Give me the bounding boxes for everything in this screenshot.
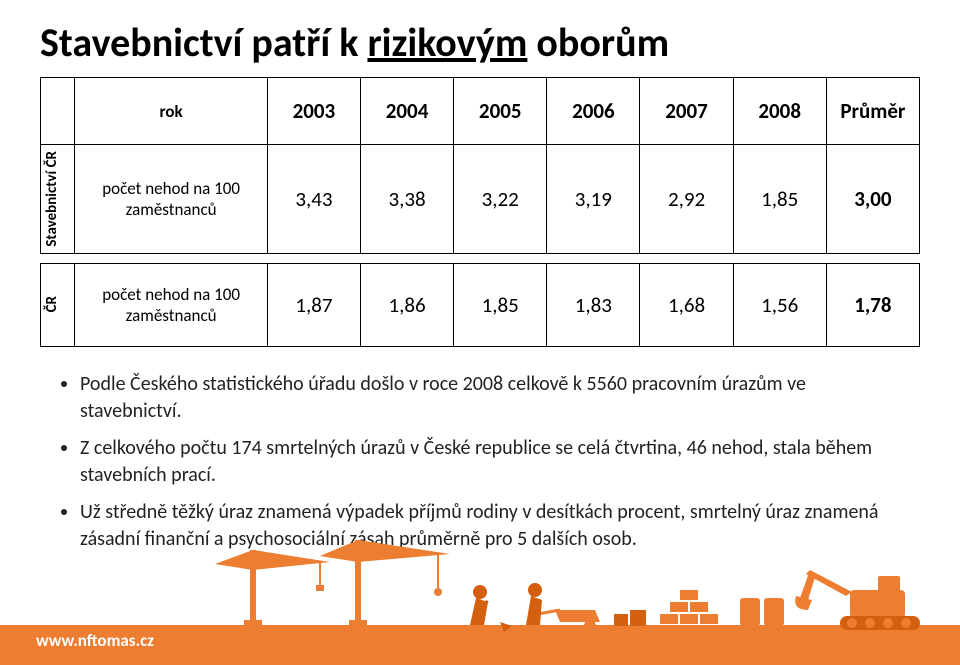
footer-illustration: www.nftomas.cz — [0, 540, 960, 665]
row0-v0: 3,43 — [267, 145, 360, 254]
header-year-5: 2008 — [733, 78, 826, 145]
title-part-c: oborům — [527, 18, 669, 67]
row1-v2: 1,85 — [454, 263, 547, 346]
row1-avg: 1,78 — [826, 263, 919, 346]
table-gap-row — [41, 253, 920, 263]
bullet-list: Podle Českého statistického úřadu došlo … — [80, 371, 900, 553]
row0-sidelabel: Stavebnictví ČR — [41, 145, 75, 254]
accident-table: rok 2003 2004 2005 2006 2007 2008 Průměr… — [40, 77, 920, 347]
row1-sidelabel: ČR — [41, 263, 75, 346]
page-title: Stavebnictví patří k rizikovým oborům — [0, 0, 960, 77]
header-year-label: rok — [75, 78, 267, 145]
row1-label: počet nehod na 100 zaměstnanců — [75, 263, 267, 346]
header-year-3: 2006 — [547, 78, 640, 145]
row0-sidelabel-text: Stavebnictví ČR — [41, 145, 63, 253]
table-row: ČR počet nehod na 100 zaměstnanců 1,87 1… — [41, 263, 920, 346]
header-empty-1 — [41, 78, 75, 145]
row0-v2: 3,22 — [454, 145, 547, 254]
header-year-2: 2005 — [454, 78, 547, 145]
row0-v1: 3,38 — [360, 145, 453, 254]
bullet-item: Podle Českého statistického úřadu došlo … — [80, 371, 900, 425]
row0-v4: 2,92 — [640, 145, 733, 254]
row1-v4: 1,68 — [640, 263, 733, 346]
row1-v5: 1,56 — [733, 263, 826, 346]
footer-url: www.nftomas.cz — [36, 630, 154, 651]
header-year-4: 2007 — [640, 78, 733, 145]
row0-v3: 3,19 — [547, 145, 640, 254]
header-year-0: 2003 — [267, 78, 360, 145]
table-header-row: rok 2003 2004 2005 2006 2007 2008 Průměr — [41, 78, 920, 145]
title-part-b: rizikovým — [367, 18, 527, 67]
bullet-item: Z celkového počtu 174 smrtelných úrazů v… — [80, 435, 900, 489]
row1-v1: 1,86 — [360, 263, 453, 346]
row0-v5: 1,85 — [733, 145, 826, 254]
title-part-a: Stavebnictví patří k — [40, 18, 367, 67]
row0-label: počet nehod na 100 zaměstnanců — [75, 145, 267, 254]
row0-avg: 3,00 — [826, 145, 919, 254]
header-avg: Průměr — [826, 78, 919, 145]
row1-sidelabel-text: ČR — [41, 290, 63, 318]
row1-v3: 1,83 — [547, 263, 640, 346]
row1-v0: 1,87 — [267, 263, 360, 346]
table-row: Stavebnictví ČR počet nehod na 100 zaměs… — [41, 145, 920, 254]
header-year-1: 2004 — [360, 78, 453, 145]
